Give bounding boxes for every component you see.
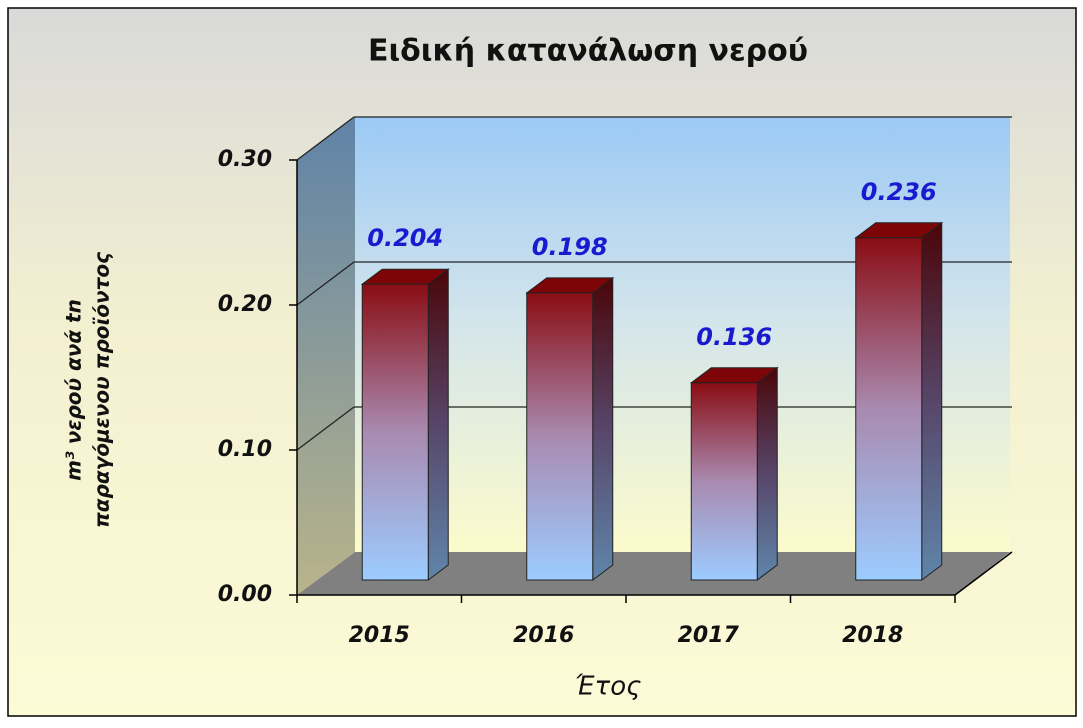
x-tick-label: 2016: [513, 623, 574, 648]
data-label: 0.136: [696, 323, 772, 351]
y-tick-label: 0.10: [218, 437, 272, 462]
back-wall: [355, 117, 1010, 552]
floor: [297, 552, 1010, 595]
data-label: 0.236: [861, 178, 937, 206]
y-tick-label: 0.00: [218, 582, 272, 607]
y-axis-label: m³ νερού ανά tn: [62, 299, 86, 481]
x-tick-label: 2018: [842, 623, 903, 648]
y-axis-label: παραγόμενου προϊόντος: [90, 252, 114, 528]
bar: [361, 283, 429, 581]
side-wall: [297, 117, 355, 595]
y-tick-label: 0.30: [218, 147, 272, 172]
x-tick-label: 2015: [349, 623, 410, 648]
bar-side: [921, 221, 943, 581]
bar-side: [427, 268, 449, 581]
chart-title: Ειδική κατανάλωση νερού: [368, 34, 808, 69]
floor-edge: [954, 551, 1013, 596]
bar: [690, 382, 758, 581]
x-axis-label: Έτος: [575, 672, 642, 702]
bar-side: [592, 276, 614, 581]
bar: [526, 292, 594, 581]
x-tick-label: 2017: [678, 623, 740, 648]
bar: [855, 237, 923, 581]
data-label: 0.198: [532, 233, 608, 261]
grid-line: [296, 406, 355, 451]
data-label: 0.204: [367, 224, 443, 252]
grid-line: [296, 261, 355, 306]
grid-line: [296, 116, 355, 161]
y-tick-label: 0.20: [218, 292, 272, 317]
bar-side: [756, 366, 778, 581]
